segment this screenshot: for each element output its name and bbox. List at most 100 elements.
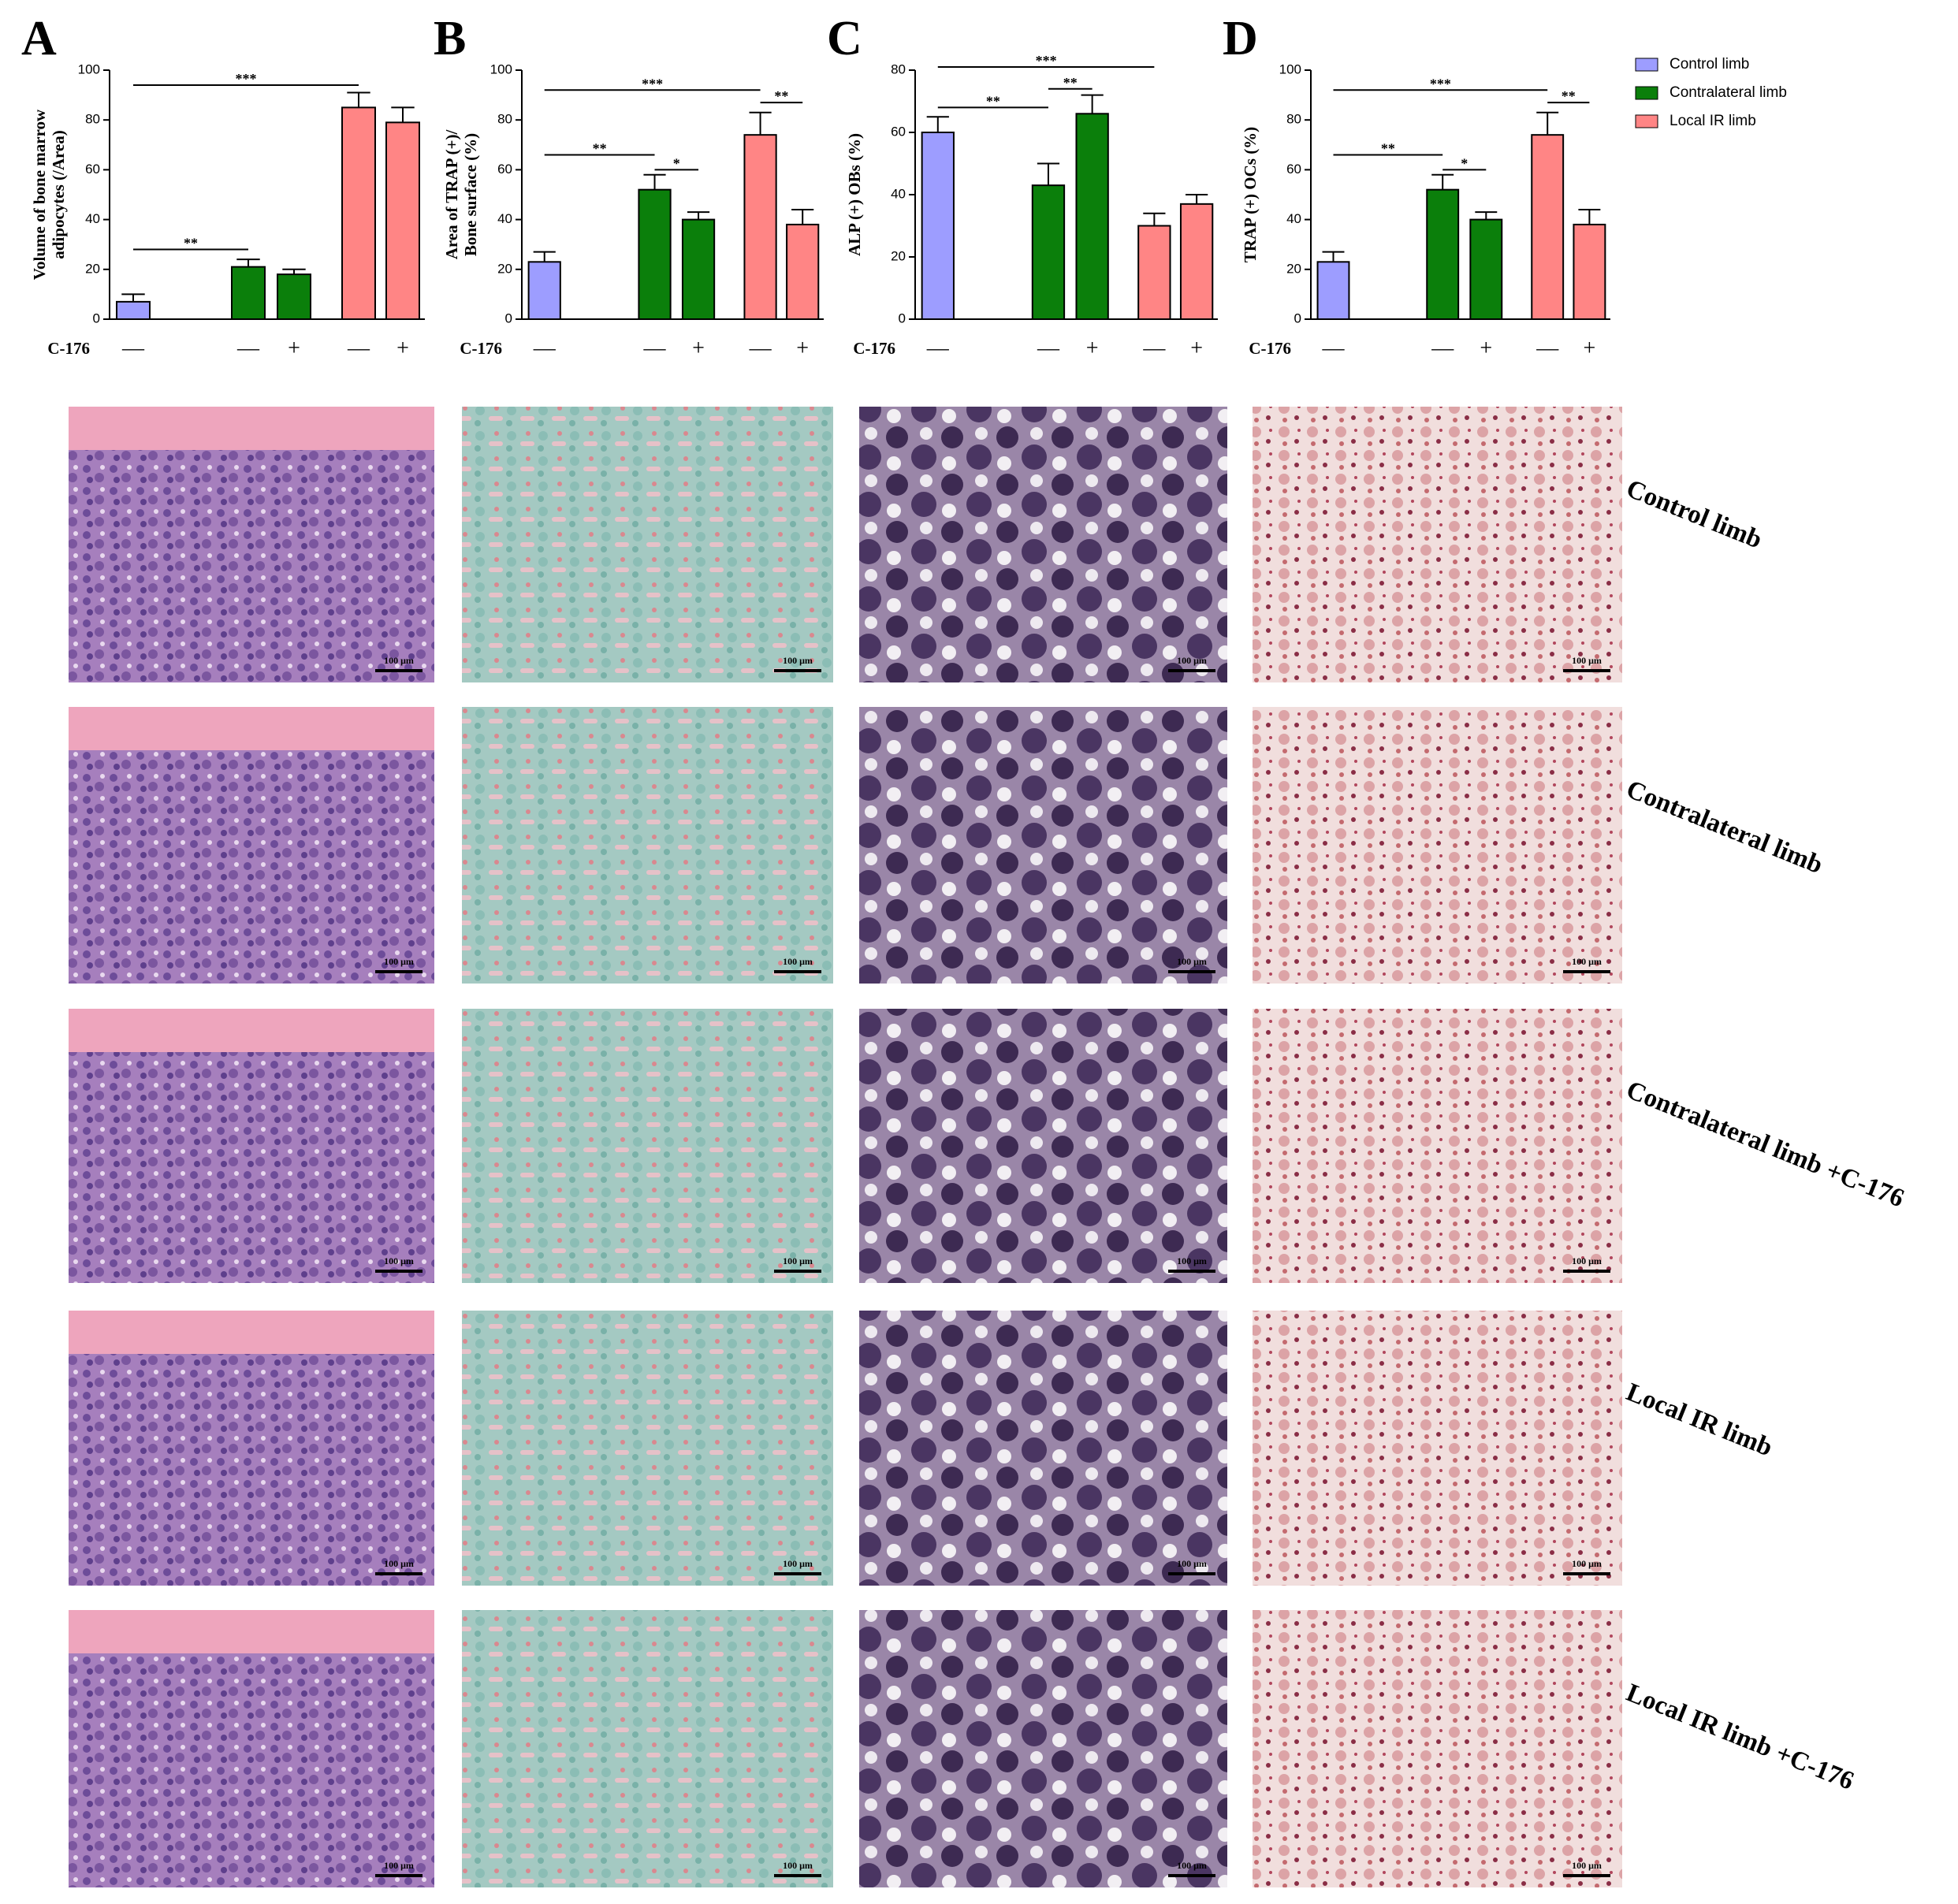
micrograph [1253, 1610, 1622, 1887]
x-tick-label: — [1322, 336, 1346, 360]
y-tick-label: 60 [1286, 162, 1301, 177]
scale-bar-label: 100 μm [1177, 655, 1207, 666]
bar [527, 261, 561, 321]
scale-bar-label: 100 μm [783, 655, 813, 666]
scale-bar-label: 100 μm [384, 1860, 414, 1871]
scale-bar-label: 100 μm [384, 1558, 414, 1569]
y-axis-label: ALP (+) OBs (%) [845, 133, 864, 256]
significance-label: ** [1381, 141, 1395, 157]
panel-letter: C [827, 12, 862, 65]
legend-label: Control limb [1670, 56, 1749, 73]
bar [743, 134, 777, 320]
x-row-label: C-176 [47, 339, 90, 358]
y-tick-label: 80 [85, 112, 100, 127]
x-tick-label: — [643, 336, 667, 360]
y-tick-label: 100 [78, 61, 100, 76]
micrograph [1253, 707, 1622, 984]
micrograph [1253, 407, 1622, 682]
significance-label: *** [1430, 76, 1451, 91]
y-tick-label: 20 [497, 261, 512, 276]
scale-bar-label: 100 μm [1572, 1255, 1602, 1266]
y-axis-label: Bone surface (%) [461, 133, 480, 256]
x-tick-label: + [692, 336, 705, 360]
significance-label: ** [1063, 75, 1078, 91]
y-tick-label: 20 [891, 248, 906, 263]
bar [786, 223, 820, 321]
row-label: Local IR limb [1622, 1378, 1776, 1463]
y-axis-label: TRAP (+) OCs (%) [1241, 127, 1260, 262]
scale-bar-label: 100 μm [1572, 1860, 1602, 1871]
bar [1469, 218, 1503, 321]
bar [231, 266, 266, 321]
y-tick-label: 0 [93, 311, 100, 325]
panel-letter: D [1223, 12, 1258, 65]
row-label: Control limb [1622, 474, 1766, 554]
y-tick-label: 80 [891, 61, 906, 76]
x-row-label: C-176 [1249, 339, 1291, 358]
scale-bar-label: 100 μm [783, 1255, 813, 1266]
micrograph [69, 1311, 434, 1586]
bar [1137, 225, 1171, 320]
micrograph [462, 407, 833, 682]
x-tick-label: — [1536, 336, 1559, 360]
bar [1531, 134, 1565, 320]
legend-swatch [1635, 114, 1658, 128]
micrograph [462, 1311, 833, 1586]
significance-label: ** [1562, 88, 1576, 104]
y-tick-label: 80 [497, 112, 512, 127]
bone-cortex [69, 707, 434, 750]
scale-bar-label: 100 μm [1177, 1860, 1207, 1871]
micrograph [69, 1610, 434, 1887]
y-axis-label: Volume of bone marrow [30, 109, 49, 280]
y-tick-label: 100 [1279, 61, 1301, 76]
row-label: Contralateral limb [1622, 775, 1826, 880]
bar [638, 188, 672, 320]
micrographs: 100 μm 100 μm 100 μm 100 μm Control limb 100 … [69, 407, 1908, 1887]
bar [1075, 113, 1109, 321]
y-tick-label: 20 [85, 261, 100, 276]
bar [1426, 188, 1460, 320]
significance-label: ** [593, 141, 607, 157]
scale-bar-label: 100 μm [783, 1860, 813, 1871]
bar [1573, 223, 1606, 321]
y-tick-label: 100 [490, 61, 512, 76]
legend-swatch [1635, 86, 1658, 100]
x-row-label: C-176 [460, 339, 502, 358]
x-tick-label: — [1037, 336, 1060, 360]
bone-cortex [69, 1311, 434, 1354]
bone-cortex [69, 1009, 434, 1052]
bar [277, 273, 311, 320]
scale-bar-label: 100 μm [783, 956, 813, 967]
micrograph [859, 707, 1227, 984]
y-tick-label: 40 [497, 211, 512, 226]
row-label: Contralateral limb +C-176 [1622, 1076, 1908, 1213]
x-tick-label: — [533, 336, 557, 360]
significance-label: ** [184, 236, 198, 251]
scale-bar-label: 100 μm [1572, 956, 1602, 967]
micrograph [1253, 1009, 1622, 1283]
bar [681, 218, 716, 321]
panel-letter: B [434, 12, 466, 65]
micrograph [69, 707, 434, 984]
x-tick-label: + [1584, 336, 1596, 360]
bone-cortex [69, 1610, 434, 1653]
micrograph [859, 407, 1227, 682]
scale-bar-label: 100 μm [384, 956, 414, 967]
y-axis-label: adipocytes (/Area) [49, 130, 68, 259]
micrograph [69, 1009, 434, 1283]
bar [1179, 203, 1214, 320]
scale-bar-label: 100 μm [783, 1558, 813, 1569]
x-tick-label: + [396, 336, 409, 360]
scale-bar-label: 100 μm [1177, 1255, 1207, 1266]
x-tick-label: + [1086, 336, 1099, 360]
scale-bar-label: 100 μm [1177, 1558, 1207, 1569]
significance-label: *** [1036, 53, 1057, 69]
y-axis-label: Area of TRAP (+)/ [442, 129, 461, 260]
x-tick-label: + [796, 336, 809, 360]
scale-bar-label: 100 μm [1572, 1558, 1602, 1569]
x-tick-label: + [1480, 336, 1492, 360]
significance-label: * [673, 156, 680, 172]
x-tick-label: + [1190, 336, 1203, 360]
charts: A 0 20 40 60 80 100 Volume of bone marrow adipoc… [21, 12, 1787, 360]
